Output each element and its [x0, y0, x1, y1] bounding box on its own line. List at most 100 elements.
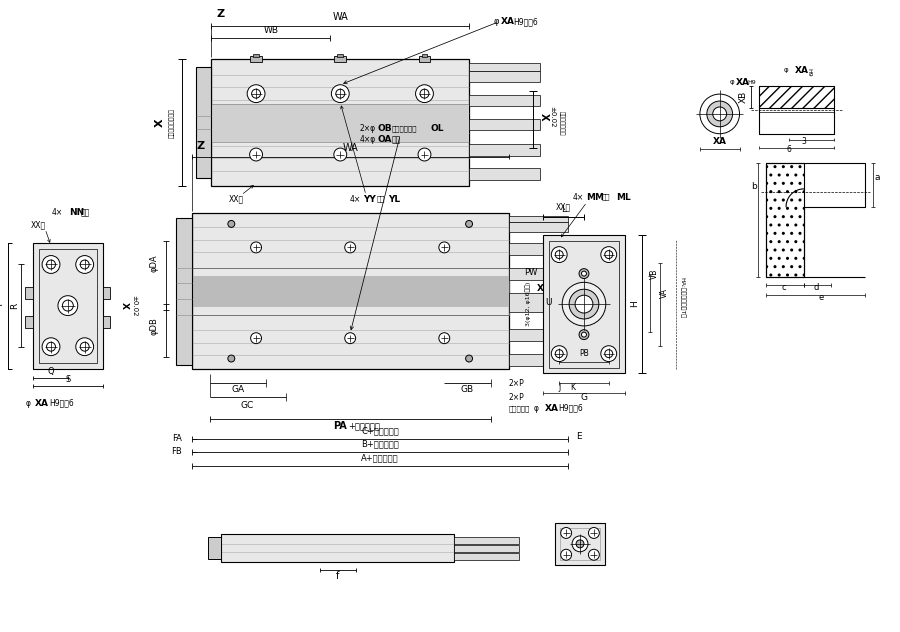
- Text: A+ストローク: A+ストローク: [361, 453, 399, 462]
- Text: G: G: [580, 392, 588, 402]
- Text: WA: WA: [332, 12, 348, 22]
- Bar: [508, 268, 568, 280]
- Circle shape: [62, 300, 73, 311]
- Circle shape: [605, 251, 613, 258]
- Bar: [192, 276, 508, 307]
- Text: ±0.02: ±0.02: [549, 106, 555, 127]
- Bar: [192, 268, 508, 315]
- Text: WB: WB: [263, 26, 278, 35]
- Text: XA: XA: [500, 17, 515, 27]
- Text: XB: XB: [739, 91, 748, 103]
- Circle shape: [579, 269, 589, 279]
- Bar: [469, 95, 540, 106]
- Bar: [469, 144, 540, 156]
- Circle shape: [581, 332, 587, 337]
- Text: φDB: φDB: [149, 317, 158, 334]
- Circle shape: [80, 260, 89, 269]
- Text: 2×P: 2×P: [508, 392, 525, 402]
- Bar: [103, 317, 111, 328]
- Text: （取付け穴位置）: （取付け穴位置）: [169, 108, 175, 138]
- Bar: [103, 288, 111, 300]
- Text: XA: XA: [713, 137, 726, 146]
- Text: 深さ: 深さ: [602, 194, 610, 200]
- Text: 4×φ: 4×φ: [359, 135, 375, 144]
- Circle shape: [58, 296, 77, 315]
- Bar: [804, 164, 865, 207]
- Text: VB: VB: [650, 269, 659, 279]
- Text: 通し: 通し: [392, 135, 400, 144]
- Bar: [469, 169, 540, 180]
- Circle shape: [572, 536, 588, 552]
- Text: HA:六角ボルト用T溝: HA:六角ボルト用T溝: [680, 277, 685, 318]
- Text: NN: NN: [68, 209, 84, 217]
- Text: X: X: [538, 112, 548, 120]
- Circle shape: [576, 540, 584, 548]
- Circle shape: [416, 85, 434, 102]
- Text: 4×: 4×: [349, 195, 361, 204]
- Text: Z: Z: [196, 140, 205, 150]
- Text: GA: GA: [231, 385, 245, 394]
- Bar: [418, 56, 430, 63]
- Circle shape: [581, 271, 587, 276]
- Text: H9深さ6: H9深さ6: [49, 399, 74, 408]
- Bar: [25, 288, 33, 300]
- Text: OL: OL: [430, 125, 444, 133]
- Circle shape: [706, 101, 733, 127]
- Circle shape: [418, 148, 431, 161]
- Text: PW: PW: [524, 268, 537, 277]
- Bar: [192, 213, 508, 370]
- Bar: [421, 54, 428, 58]
- Text: b: b: [752, 182, 757, 191]
- Text: K: K: [571, 383, 576, 392]
- Text: ML: ML: [616, 193, 630, 202]
- Text: +ストローク: +ストローク: [348, 422, 380, 430]
- Text: ±0.02: ±0.02: [131, 295, 137, 317]
- Circle shape: [552, 346, 567, 362]
- Bar: [549, 241, 618, 368]
- Text: C+ストローク: C+ストローク: [361, 427, 399, 435]
- Text: 2×P: 2×P: [508, 379, 525, 388]
- Circle shape: [555, 349, 563, 358]
- Text: H9: H9: [747, 80, 756, 85]
- Bar: [212, 104, 469, 142]
- Bar: [469, 119, 540, 130]
- Text: φ: φ: [730, 79, 734, 85]
- Circle shape: [47, 260, 56, 269]
- Bar: [508, 329, 568, 341]
- Text: FA: FA: [172, 434, 182, 443]
- Text: φ: φ: [25, 399, 31, 408]
- Text: GB: GB: [461, 385, 473, 394]
- Text: （プラグ）: （プラグ）: [508, 406, 530, 413]
- Bar: [555, 523, 605, 564]
- Text: WA: WA: [342, 143, 358, 152]
- Circle shape: [228, 221, 235, 228]
- Bar: [176, 218, 192, 365]
- Text: 深さ: 深さ: [377, 196, 385, 202]
- Text: OA: OA: [377, 135, 392, 144]
- Bar: [508, 293, 568, 312]
- Circle shape: [334, 148, 346, 161]
- Text: 4×: 4×: [572, 193, 584, 202]
- Text: H: H: [630, 301, 639, 308]
- Bar: [334, 56, 346, 63]
- Bar: [469, 71, 540, 82]
- Text: f: f: [336, 571, 339, 581]
- Text: 通し: 通し: [81, 209, 90, 217]
- Text: L: L: [562, 205, 566, 214]
- Text: FB: FB: [171, 447, 182, 456]
- Circle shape: [555, 251, 563, 258]
- Bar: [760, 86, 833, 107]
- Circle shape: [713, 107, 726, 121]
- Text: d: d: [813, 283, 818, 292]
- Bar: [544, 234, 625, 374]
- Text: φ: φ: [784, 68, 788, 73]
- Text: 3: 3: [802, 137, 806, 146]
- Bar: [469, 63, 540, 71]
- Circle shape: [76, 337, 94, 356]
- Text: X: X: [537, 284, 544, 293]
- Circle shape: [561, 528, 572, 538]
- Circle shape: [605, 349, 613, 358]
- Text: YL: YL: [389, 195, 400, 204]
- Bar: [33, 243, 103, 368]
- Bar: [39, 248, 96, 363]
